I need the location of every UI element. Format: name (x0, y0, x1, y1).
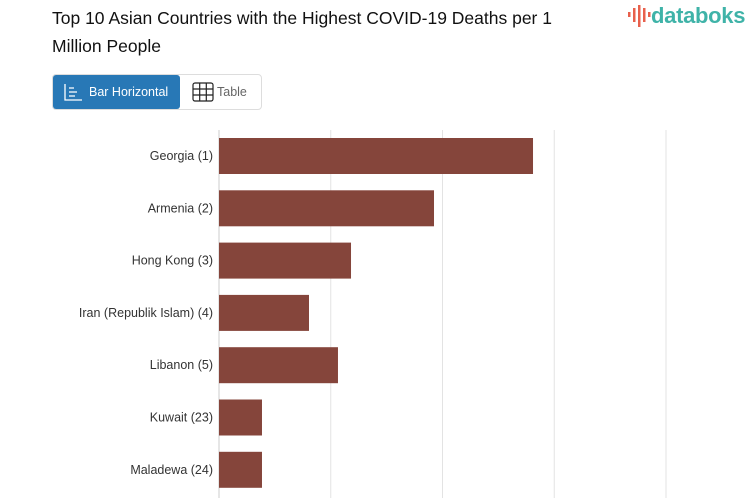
category-label: Hong Kong (3) (132, 254, 213, 268)
bar[interactable] (219, 190, 435, 227)
logo-text: databoks (651, 3, 746, 28)
bar-horizontal-button[interactable]: Bar Horizontal (53, 75, 180, 109)
bar[interactable] (219, 347, 338, 384)
bar[interactable] (219, 242, 352, 279)
chart-title: Top 10 Asian Countries with the Highest … (52, 8, 552, 56)
category-label: Armenia (2) (148, 201, 213, 215)
category-label: Maladewa (24) (130, 463, 213, 477)
bar[interactable] (219, 399, 262, 436)
logo-bars-icon (628, 5, 651, 27)
category-label: Kuwait (23) (150, 411, 213, 425)
bar[interactable] (219, 138, 534, 174)
category-label: Georgia (1) (150, 149, 213, 163)
table-label: Table (217, 85, 247, 99)
category-label: Iran (Republik Islam) (4) (79, 306, 213, 320)
table-icon (192, 82, 214, 102)
databoks-logo: databoks (627, 3, 745, 29)
bar-horizontal-label: Bar Horizontal (89, 85, 169, 99)
view-toggle: Bar Horizontal Table (52, 74, 262, 110)
bar-chart-icon (64, 84, 82, 101)
bar[interactable] (219, 451, 262, 488)
bar[interactable] (219, 294, 309, 331)
category-label: Libanon (5) (150, 358, 213, 372)
table-button[interactable]: Table (180, 75, 247, 109)
